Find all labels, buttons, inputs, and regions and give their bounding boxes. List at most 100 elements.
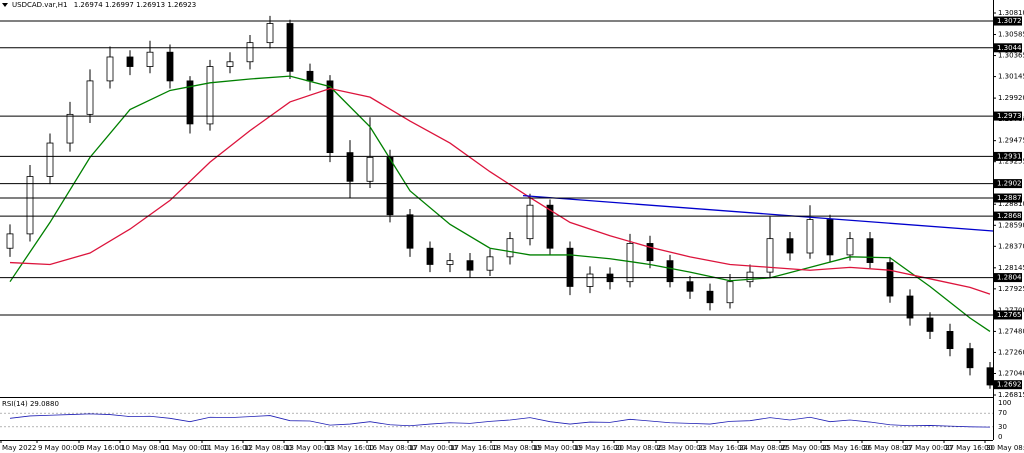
candle-body: [846, 238, 854, 256]
candle-body: [646, 243, 654, 262]
rsi-label: RSI(14) 29.0880: [2, 400, 59, 408]
x-tick-label: 13 May 00:00: [285, 444, 333, 452]
x-tick-label: 9 May 16:00: [80, 444, 124, 452]
level-label-bg: [994, 211, 1022, 221]
x-tick-label: 26 May 08:00: [863, 444, 911, 452]
x-tick-label: 17 May 00:00: [409, 444, 457, 452]
candle-body: [126, 56, 134, 67]
level-label: 1.28043: [997, 274, 1024, 282]
rsi-tick-label: 30: [998, 423, 1007, 431]
candle-body: [26, 176, 34, 235]
level-label: 1.30726: [997, 17, 1024, 25]
y-tick-label: 1.28590: [998, 221, 1024, 229]
x-tick-label: 13 May 16:00: [326, 444, 374, 452]
x-tick-label: 17 May 16:00: [450, 444, 498, 452]
y-tick-label: 1.27260: [998, 348, 1024, 356]
candle-body: [786, 238, 794, 254]
candle-body: [906, 295, 914, 319]
level-label: 1.27652: [997, 311, 1024, 319]
x-tick-label: 25 May 00:00: [781, 444, 829, 452]
level-label-bg: [994, 273, 1022, 283]
level-label: 1.28875: [997, 194, 1024, 202]
y-tick-label: 1.29255: [998, 158, 1024, 166]
low-price: 1.26913: [136, 1, 165, 9]
candle-body: [706, 290, 714, 304]
y-tick-label: 1.28370: [998, 242, 1024, 250]
x-tick-label: 12 May 08:00: [244, 444, 292, 452]
x-tick-label: 16 May 08:00: [368, 444, 416, 452]
x-tick-label: 18 May 08:00: [492, 444, 540, 452]
x-tick-label: 10 May 08:00: [121, 444, 169, 452]
close-price: 1.26923: [167, 1, 196, 9]
candle-body: [346, 152, 354, 182]
candle-body: [806, 219, 814, 254]
y-tick-label: 1.30585: [998, 31, 1024, 39]
level-label: 1.29026: [997, 180, 1024, 188]
candle-body: [146, 51, 154, 67]
candle-body: [566, 247, 574, 287]
level-label-bg: [994, 111, 1022, 121]
candle-body: [386, 156, 394, 216]
x-tick-label: 27 May 16:00: [945, 444, 993, 452]
x-tick-label: 11 May 00:00: [161, 444, 209, 452]
candle-body: [366, 156, 374, 182]
y-tick-label: 1.28810: [998, 200, 1024, 208]
overlay-line: [9, 75, 991, 332]
candle-body: [186, 80, 194, 125]
y-tick-label: 1.30365: [998, 52, 1024, 60]
current-price-label: 1.26923: [997, 381, 1024, 389]
y-tick-label: 1.27925: [998, 285, 1024, 293]
x-tick-label: 9 May 00:00: [38, 444, 82, 452]
candle-body: [306, 70, 314, 82]
x-tick-label: 25 May 16:00: [822, 444, 870, 452]
x-tick-label: 20 May 08:00: [615, 444, 663, 452]
candle-body: [746, 271, 754, 283]
y-tick-label: 1.26815: [998, 391, 1024, 399]
y-tick-label: 1.27480: [998, 327, 1024, 335]
candle-body: [726, 281, 734, 304]
high-price: 1.26997: [105, 1, 134, 9]
rsi-tick-label: 70: [998, 409, 1007, 417]
menu-arrow: [2, 3, 8, 7]
candle-body: [266, 23, 274, 44]
candle-body: [966, 348, 974, 369]
candle-body: [866, 238, 874, 263]
y-tick-label: 1.30145: [998, 73, 1024, 81]
x-tick-label: 30 May 08:00: [986, 444, 1024, 452]
candle-body: [486, 256, 494, 271]
y-tick-label: 1.29475: [998, 137, 1024, 145]
rsi-tick-label: 100: [998, 399, 1011, 407]
candle-body: [466, 260, 474, 271]
x-tick-label: 11 May 16:00: [203, 444, 251, 452]
candle-body: [46, 142, 54, 177]
current-price-bg: [994, 380, 1022, 390]
candle-body: [946, 331, 954, 350]
candle-body: [766, 238, 774, 273]
candle-body: [326, 80, 334, 154]
rsi-tick-label: 0: [998, 433, 1002, 441]
level-label-bg: [994, 179, 1022, 189]
level-label: 1.29310: [997, 152, 1024, 160]
candle-body: [106, 56, 114, 82]
candle-body: [686, 281, 694, 292]
x-tick-label: 23 May 16:00: [698, 444, 746, 452]
candle-body: [986, 367, 994, 386]
candle-body: [66, 113, 74, 144]
candle-body: [586, 273, 594, 287]
level-label: 1.28686: [997, 212, 1024, 220]
open-price: 1.26974: [74, 1, 103, 9]
x-tick-label: 19 May 00:00: [533, 444, 581, 452]
rsi-line: [9, 413, 991, 428]
x-tick-label: 23 May 00:00: [657, 444, 705, 452]
candle-body: [886, 262, 894, 297]
candle-body: [86, 80, 94, 115]
x-tick-label: 19 May 16:00: [574, 444, 622, 452]
candle-body: [546, 204, 554, 249]
candle-body: [226, 61, 234, 67]
candle-body: [246, 42, 254, 63]
candle-body: [526, 204, 534, 240]
level-label: 1.30446: [997, 44, 1024, 52]
candle-body: [506, 238, 514, 258]
